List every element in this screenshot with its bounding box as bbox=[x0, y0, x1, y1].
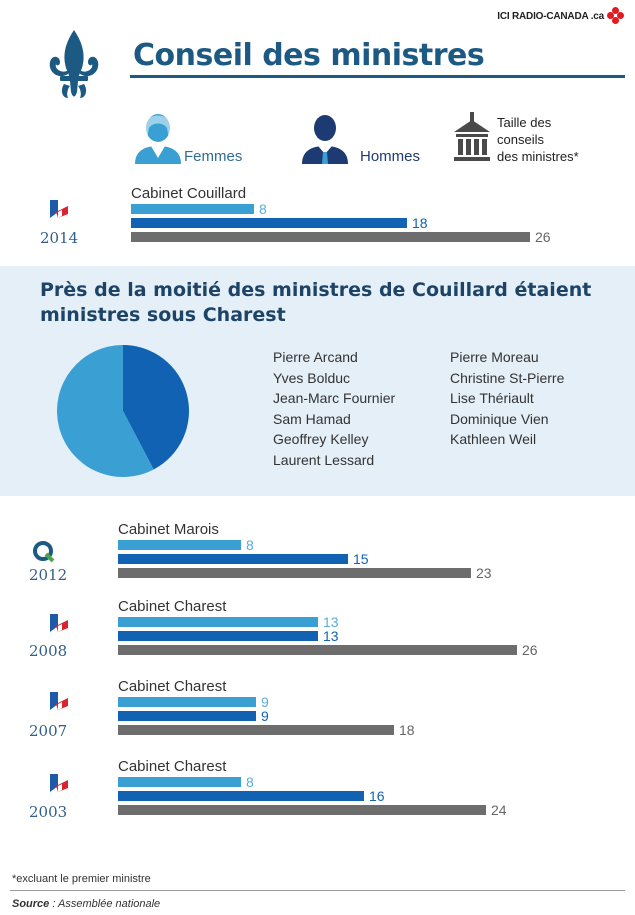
source-line: Source : Assemblée nationale bbox=[12, 898, 160, 910]
plq-logo-icon bbox=[50, 200, 68, 218]
data-label: 8 bbox=[259, 201, 267, 217]
data-label: 13 bbox=[323, 628, 339, 644]
legend-men-label: Hommes bbox=[360, 148, 421, 165]
legend-size-label: Taille des conseils des ministres* bbox=[497, 115, 579, 164]
radio-canada-gem-icon bbox=[607, 7, 625, 25]
title-divider bbox=[130, 75, 625, 78]
source-text: : Assemblée nationale bbox=[49, 898, 161, 910]
bar-total bbox=[118, 725, 394, 735]
data-label: 8 bbox=[246, 774, 254, 790]
data-label: 9 bbox=[261, 694, 269, 710]
cabinet-title: Cabinet Charest bbox=[118, 758, 227, 775]
data-label: 15 bbox=[353, 551, 369, 567]
data-label: 18 bbox=[412, 215, 428, 231]
footnote: *excluant le premier ministre bbox=[12, 873, 151, 885]
cabinet-year: 2012 bbox=[29, 566, 68, 584]
data-label: 13 bbox=[323, 614, 339, 630]
minister-name: Yves Bolduc bbox=[273, 369, 351, 386]
bar-men bbox=[118, 791, 364, 801]
man-icon bbox=[302, 115, 348, 164]
bar-total bbox=[118, 805, 486, 815]
bar-women bbox=[118, 540, 241, 550]
bar-men bbox=[131, 218, 407, 228]
minister-name: Dominique Vien bbox=[450, 410, 549, 427]
minister-name: Pierre Arcand bbox=[273, 349, 358, 365]
overlap-pie-chart bbox=[57, 345, 190, 477]
woman-icon bbox=[135, 114, 181, 164]
bar-women bbox=[118, 617, 318, 627]
bar-women bbox=[118, 697, 256, 707]
names-list-left: Pierre Arcand Yves Bolduc Jean-Marc Four… bbox=[273, 347, 395, 471]
parliament-building-icon bbox=[454, 112, 490, 161]
minister-name: Geoffrey Kelley bbox=[273, 431, 369, 448]
minister-name: Laurent Lessard bbox=[273, 451, 375, 468]
minister-name: Kathleen Weil bbox=[450, 431, 537, 448]
plq-logo-icon bbox=[50, 614, 68, 632]
minister-name: Pierre Moreau bbox=[450, 349, 539, 365]
bar-men bbox=[118, 631, 318, 641]
data-label: 23 bbox=[476, 565, 492, 581]
cabinet-year: 2014 bbox=[40, 229, 79, 247]
cabinet-year: 2003 bbox=[29, 803, 68, 821]
pie-slice bbox=[57, 345, 154, 477]
brand-text: ICI RADIO-CANADA .ca bbox=[497, 10, 604, 22]
minister-name: Lise Thériault bbox=[450, 390, 534, 407]
fleur-de-lis-icon bbox=[49, 30, 99, 98]
cabinet-title: Cabinet Marois bbox=[118, 521, 219, 538]
cabinet-title: Cabinet Charest bbox=[118, 678, 227, 695]
cabinet-year: 2007 bbox=[29, 722, 68, 740]
page-title: Conseil des ministres bbox=[133, 38, 485, 73]
cabinet-title: Cabinet Couillard bbox=[131, 185, 247, 202]
bar-total bbox=[118, 568, 471, 578]
footer-divider bbox=[10, 890, 625, 891]
bar-men bbox=[118, 711, 256, 721]
source-label: Source bbox=[12, 898, 50, 910]
data-label: 24 bbox=[491, 802, 507, 818]
data-label: 8 bbox=[246, 537, 254, 553]
data-label: 16 bbox=[369, 788, 385, 804]
bar-women bbox=[131, 204, 254, 214]
minister-name: Christine St-Pierre bbox=[450, 369, 565, 386]
minister-name: Sam Hamad bbox=[273, 410, 351, 427]
plq-logo-icon bbox=[50, 692, 68, 710]
overlap-title: Près de la moitié des ministres de Couil… bbox=[40, 279, 592, 326]
data-label: 9 bbox=[261, 708, 269, 724]
pq-logo-icon bbox=[33, 541, 55, 563]
data-label: 18 bbox=[399, 722, 415, 738]
brand-logo: ICI RADIO-CANADA .ca bbox=[497, 7, 625, 25]
names-list-right: Pierre Moreau Christine St-Pierre Lise T… bbox=[450, 347, 564, 450]
cabinet-title: Cabinet Charest bbox=[118, 598, 227, 615]
bar-men bbox=[118, 554, 348, 564]
legend-women-label: Femmes bbox=[184, 148, 243, 165]
pie-slice bbox=[123, 345, 190, 470]
data-label: 26 bbox=[535, 229, 551, 245]
data-label: 26 bbox=[522, 642, 538, 658]
plq-logo-icon bbox=[50, 774, 68, 792]
bar-women bbox=[118, 777, 241, 787]
bar-total bbox=[118, 645, 517, 655]
bar-total bbox=[131, 232, 530, 242]
minister-name: Jean-Marc Fournier bbox=[273, 390, 396, 407]
cabinet-year: 2008 bbox=[29, 642, 68, 660]
